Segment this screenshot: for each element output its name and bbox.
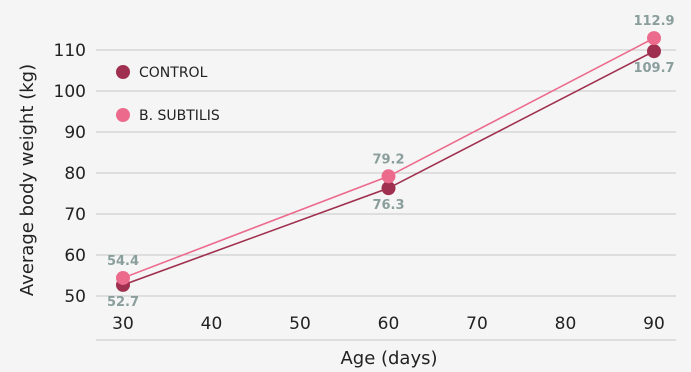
data-point [647, 44, 661, 59]
data-label: 79.2 [372, 152, 404, 167]
data-labels: 52.7 76.3 109.7 54.4 79.2 112.9 [107, 14, 675, 310]
y-tick-label: 100 [54, 82, 86, 102]
legend-swatch [116, 65, 130, 79]
x-tick-label: 30 [112, 314, 134, 334]
x-axis-ticks: 30 40 50 60 70 80 90 [112, 314, 665, 334]
data-point [381, 181, 396, 196]
data-label: 52.7 [107, 295, 139, 310]
x-axis-title: Age (days) [340, 348, 437, 369]
y-tick-label: 50 [64, 287, 86, 307]
gridlines [96, 49, 676, 341]
y-tick-label: 110 [54, 41, 86, 61]
x-tick-label: 40 [201, 314, 223, 334]
legend: CONTROL B. SUBTILIS [116, 65, 220, 124]
y-tick-label: 90 [64, 123, 86, 143]
x-tick-label: 50 [289, 314, 311, 334]
data-label: 54.4 [107, 254, 139, 269]
legend-label: CONTROL [139, 65, 208, 81]
x-tick-label: 60 [378, 314, 400, 334]
legend-label: B. SUBTILIS [139, 108, 220, 124]
data-points [116, 31, 661, 292]
data-label: 76.3 [372, 198, 404, 213]
y-axis-title: Average body weight (kg) [17, 64, 38, 296]
y-tick-label: 80 [64, 164, 86, 184]
data-point [381, 169, 396, 184]
data-label: 112.9 [633, 14, 674, 29]
data-point [116, 270, 130, 285]
series-line-0 [122, 50, 655, 286]
x-tick-label: 80 [555, 314, 577, 334]
y-axis-ticks: 50 60 70 80 90 100 110 [54, 41, 86, 307]
x-tick-label: 70 [466, 314, 488, 334]
x-tick-label: 90 [643, 314, 665, 334]
y-tick-label: 70 [64, 205, 86, 225]
y-tick-label: 60 [64, 246, 86, 266]
data-point [647, 31, 661, 46]
data-label: 109.7 [633, 61, 674, 76]
legend-swatch [116, 108, 130, 122]
